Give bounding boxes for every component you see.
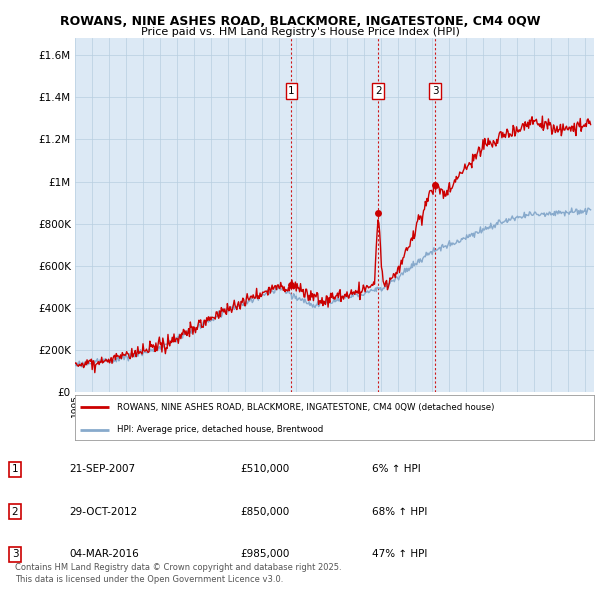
Text: 29-OCT-2012: 29-OCT-2012 [69, 507, 137, 517]
Text: £510,000: £510,000 [240, 464, 289, 474]
Text: £985,000: £985,000 [240, 549, 289, 559]
Text: ROWANS, NINE ASHES ROAD, BLACKMORE, INGATESTONE, CM4 0QW (detached house): ROWANS, NINE ASHES ROAD, BLACKMORE, INGA… [116, 403, 494, 412]
Text: 21-SEP-2007: 21-SEP-2007 [69, 464, 135, 474]
Text: 3: 3 [11, 549, 19, 559]
Text: Price paid vs. HM Land Registry's House Price Index (HPI): Price paid vs. HM Land Registry's House … [140, 27, 460, 37]
Text: ROWANS, NINE ASHES ROAD, BLACKMORE, INGATESTONE, CM4 0QW: ROWANS, NINE ASHES ROAD, BLACKMORE, INGA… [60, 15, 540, 28]
Text: 6% ↑ HPI: 6% ↑ HPI [372, 464, 421, 474]
Text: 3: 3 [432, 86, 439, 96]
Text: Contains HM Land Registry data © Crown copyright and database right 2025.
This d: Contains HM Land Registry data © Crown c… [15, 563, 341, 584]
Text: £850,000: £850,000 [240, 507, 289, 517]
Text: HPI: Average price, detached house, Brentwood: HPI: Average price, detached house, Bren… [116, 425, 323, 434]
Text: 47% ↑ HPI: 47% ↑ HPI [372, 549, 427, 559]
Text: 04-MAR-2016: 04-MAR-2016 [69, 549, 139, 559]
Text: 1: 1 [11, 464, 19, 474]
Text: 2: 2 [11, 507, 19, 517]
Text: 1: 1 [288, 86, 295, 96]
Text: 2: 2 [375, 86, 382, 96]
Text: 68% ↑ HPI: 68% ↑ HPI [372, 507, 427, 517]
